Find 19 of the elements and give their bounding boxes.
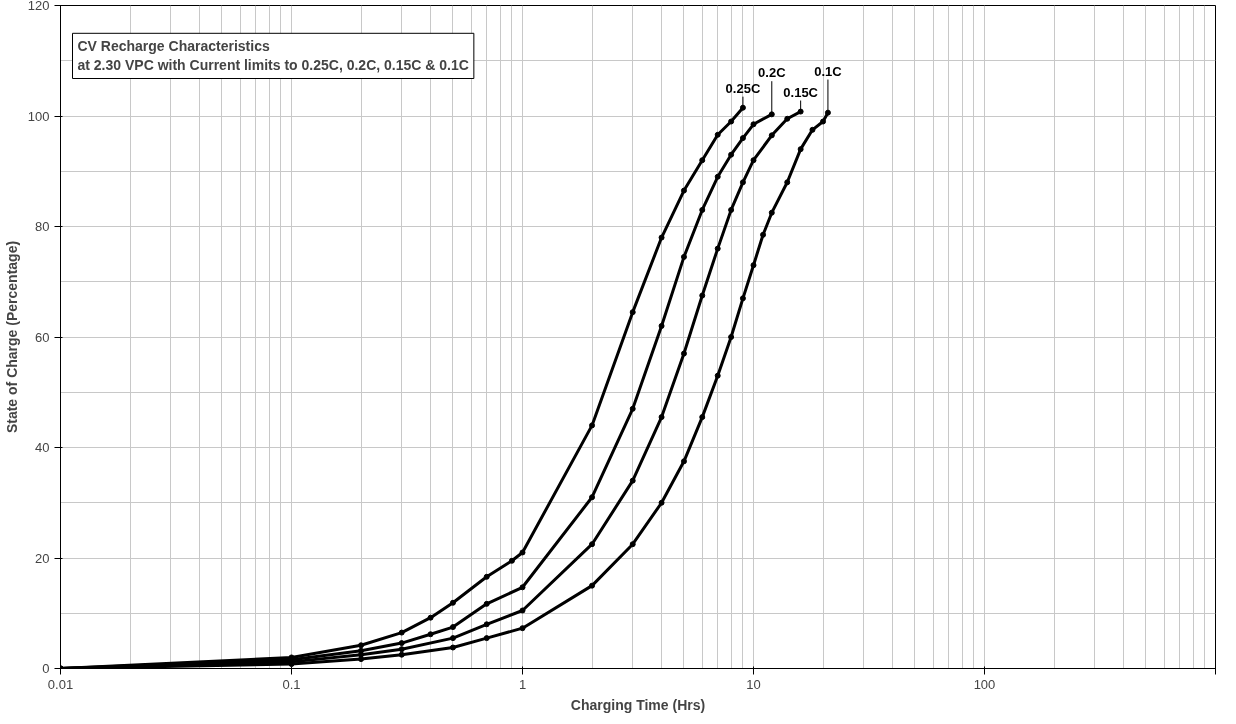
x-tick-label: 10 [746,676,761,692]
y-tick-label: 60 [35,329,50,345]
text: 0.1C [814,63,843,79]
y-axis-title: State of Charge (Percentage) [3,240,20,434]
annotation: CV Recharge Characteristics at 2.30 VPC with Current limits to 0.25C, 0.2C, 0.15C & 0.1C [77,38,469,74]
x-axis-title: Charging Time (Hrs) [570,696,706,713]
x-tick-label: 0.1 [282,676,301,692]
text: 0.2C [758,65,787,81]
y-tick-label: 120 [27,0,50,13]
y-tick-label: 0 [42,661,50,676]
series-label: 0.25C [725,80,761,96]
x-tick-label: 0.01 [47,676,74,692]
y-tick-label: 20 [35,550,50,566]
x-tick-label: 100 [973,676,996,692]
y-tick-label: 100 [27,108,50,124]
x-tick-label: 1 [518,676,527,692]
series-label: 0.15C [783,84,819,100]
y-tick-label: 80 [35,219,50,234]
y-tick-label: 40 [35,440,50,455]
